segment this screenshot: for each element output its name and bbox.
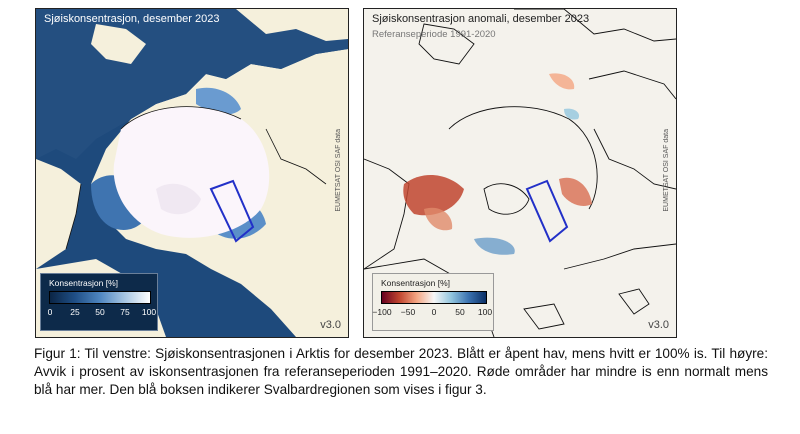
anomaly-legend: Konsentrasjon [%] −100 −50 0 50 100 bbox=[372, 273, 494, 331]
figure-caption: Figur 1: Til venstre: Sjøiskonsentrasjon… bbox=[34, 346, 768, 397]
anomaly-map-panel: Sjøiskonsentrasjon anomali, desember 202… bbox=[363, 8, 677, 338]
concentration-legend: Konsentrasjon [%] 0 25 50 75 100 bbox=[40, 273, 158, 331]
legend-tick: −100 bbox=[372, 307, 392, 317]
legend-tick: 0 bbox=[47, 307, 53, 317]
concentration-map-panel: Sjøiskonsentrasjon, desember 2023 EUMETS… bbox=[35, 8, 349, 338]
data-credit: EUMETSAT OSI SAF data bbox=[663, 129, 670, 212]
map-title: Sjøiskonsentrasjon, desember 2023 bbox=[44, 13, 220, 25]
legend-title: Konsentrasjon [%] bbox=[49, 278, 118, 288]
legend-tick: 50 bbox=[455, 307, 465, 317]
version-label: v3.0 bbox=[648, 319, 669, 331]
concentration-map bbox=[36, 9, 348, 337]
map-title: Sjøiskonsentrasjon anomali, desember 202… bbox=[372, 13, 590, 25]
legend-tick: 25 bbox=[70, 307, 80, 317]
legend-tick: 100 bbox=[477, 307, 493, 317]
legend-tick: 50 bbox=[95, 307, 105, 317]
legend-tick: 75 bbox=[120, 307, 130, 317]
version-label: v3.0 bbox=[320, 319, 341, 331]
legend-tick: 100 bbox=[141, 307, 157, 317]
map-subtitle: Referanseperiode 1991-2020 bbox=[372, 29, 496, 40]
data-credit: EUMETSAT OSI SAF data bbox=[335, 129, 342, 212]
legend-title: Konsentrasjon [%] bbox=[381, 278, 450, 288]
legend-tick: 0 bbox=[431, 307, 437, 317]
legend-colorbar bbox=[381, 291, 487, 304]
legend-colorbar bbox=[49, 291, 151, 304]
legend-tick: −50 bbox=[400, 307, 416, 317]
